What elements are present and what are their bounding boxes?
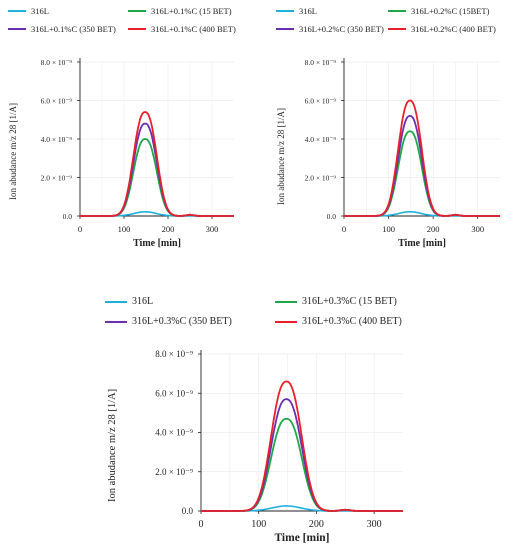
x-tick-label: 0: [342, 224, 346, 234]
y-tick-label: 6.0 × 10⁻⁹: [305, 97, 337, 106]
legend-item: 316L+0.1%C (350 BET): [8, 24, 116, 34]
legend-item: 316L+0.1%C (400 BET): [128, 24, 236, 34]
x-tick-label: 200: [309, 519, 324, 530]
legend-swatch: [276, 28, 294, 30]
legend-label: 316L+0.3%C (15 BET): [302, 296, 397, 307]
x-tick-label: 300: [367, 519, 382, 530]
plot-area-chart-2: 0.0 2.0 × 10⁻⁹ 4.0 × 10⁻⁹ 6.0 × 10⁻⁹ 8.0 × 1…: [305, 58, 500, 249]
y-tick-label: 8.0 × 10⁻⁹: [41, 58, 73, 67]
legend-swatch: [8, 28, 26, 30]
legend-item: 316L: [276, 6, 317, 16]
legend-label: 316L+0.3%C (350 BET): [132, 316, 232, 327]
y-tick-label: 4.0 × 10⁻⁹: [155, 428, 193, 438]
x-tick-label: 200: [427, 224, 440, 234]
legend-swatch: [388, 10, 406, 12]
y-tick-label: 2.0 × 10⁻⁹: [305, 174, 337, 183]
legend-swatch: [105, 320, 127, 323]
legend-label: 316L: [31, 6, 49, 16]
x-tick-label: 300: [471, 224, 484, 234]
x-axis-label: Time [min]: [398, 238, 446, 249]
legend-label: 316L+0.1%C (15 BET): [151, 6, 232, 16]
legend-item: 316L+0.2%C (350 BET): [276, 24, 384, 34]
series-line: [201, 380, 403, 512]
legend-label: 316L: [132, 296, 154, 307]
legend-swatch: [276, 10, 294, 12]
chart-panel-3: 316L 316L+0.3%C (15 BET) 316L+0.3%C (350 B…: [95, 292, 425, 550]
series-line: [80, 111, 234, 217]
y-tick-label: 4.0 × 10⁻⁹: [305, 135, 337, 144]
x-tick-label: 100: [382, 224, 395, 234]
legend-label: 316L: [299, 6, 317, 16]
y-tick-label: 8.0 × 10⁻⁹: [155, 349, 193, 359]
legend-item: 316L+0.3%C (400 BET): [275, 316, 402, 327]
x-tick-label: 0: [78, 224, 82, 234]
chart-panel-1: 316L 316L+0.1%C (15 BET) 316L+0.1%C (350 B…: [0, 0, 259, 258]
x-tick-label: 300: [206, 224, 219, 234]
legend-label: 316L+0.2%C (350 BET): [299, 24, 384, 34]
y-tick-label: 0.0: [327, 212, 337, 221]
legend-swatch: [275, 300, 297, 303]
x-axis-label: Time [min]: [133, 238, 181, 249]
x-axis-label: Time [min]: [274, 532, 329, 544]
x-tick-label: 200: [162, 224, 175, 234]
legend-item: 316L: [8, 6, 49, 16]
y-tick-label: 0.0: [63, 212, 73, 221]
legend-swatch: [8, 10, 26, 12]
legend-item: 316L: [105, 296, 153, 307]
legend-label: 316L+0.2%C (400 BET): [411, 24, 496, 34]
legend-label: 316L+0.3%C (400 BET): [302, 316, 402, 327]
y-tick-label: 2.0 × 10⁻⁹: [155, 467, 193, 477]
legend-item: 316L+0.2%C (400 BET): [388, 24, 496, 34]
legend-item: 316L+0.3%C (350 BET): [105, 316, 232, 327]
x-tick-label: 100: [251, 519, 266, 530]
legend-label: 316L+0.1%C (400 BET): [151, 24, 236, 34]
legend-item: 316L+0.1%C (15 BET): [128, 6, 232, 16]
y-tick-label: 6.0 × 10⁻⁹: [41, 97, 73, 106]
plot-area-chart-3: 0.0 2.0 × 10⁻⁹ 4.0 × 10⁻⁹ 6.0 × 10⁻⁹ 8.0 × 1…: [155, 349, 403, 544]
plot-area-chart-1: 0.0 2.0 × 10⁻⁹ 4.0 × 10⁻⁹ 6.0 × 10⁻⁹ 8.0 × 1…: [41, 58, 234, 249]
x-tick-label: 0: [199, 519, 204, 530]
y-tick-label: 6.0 × 10⁻⁹: [155, 388, 193, 398]
y-tick-label: 0.0: [182, 506, 194, 516]
legend-label: 316L+0.1%C (350 BET): [31, 24, 116, 34]
legend-item: 316L+0.2%C (15BET): [388, 6, 489, 16]
legend-item: 316L+0.3%C (15 BET): [275, 296, 397, 307]
y-tick-label: 8.0 × 10⁻⁹: [305, 58, 337, 67]
y-tick-label: 2.0 × 10⁻⁹: [41, 174, 73, 183]
legend-swatch: [128, 10, 146, 12]
legend-swatch: [388, 28, 406, 30]
legend-swatch: [275, 320, 297, 323]
legend-swatch: [128, 28, 146, 30]
series-line: [344, 99, 500, 217]
chart-panel-2: 316L 316L+0.2%C (15BET) 316L+0.2%C (350 BE…: [262, 0, 518, 268]
x-tick-label: 100: [118, 224, 131, 234]
legend-swatch: [105, 300, 127, 303]
y-tick-label: 4.0 × 10⁻⁹: [41, 135, 73, 144]
legend-label: 316L+0.2%C (15BET): [411, 6, 490, 16]
